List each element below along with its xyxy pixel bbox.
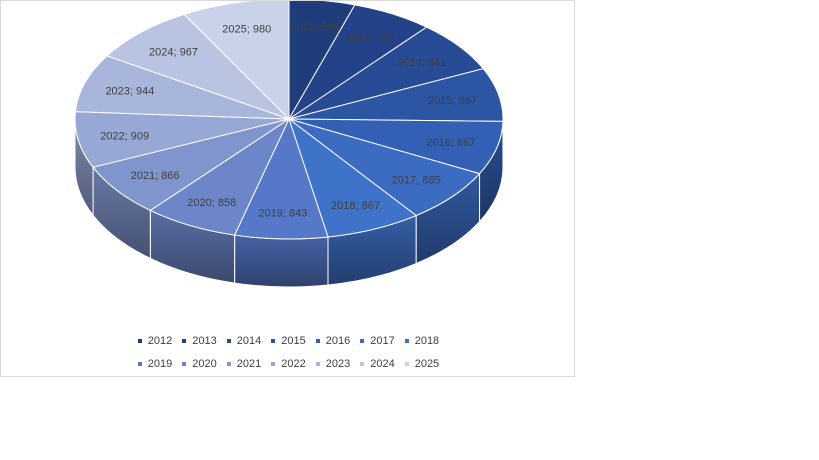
slice-labels: 2012; 599 2013; 739 2014; 841 2015; 867 2016… bbox=[100, 22, 477, 220]
pie-slice-2025[interactable] bbox=[183, 1, 290, 121]
pie-sides bbox=[74, 118, 504, 288]
legend-item-2015[interactable]: 2015 bbox=[271, 334, 306, 347]
data-label-2012: 2012; 599 bbox=[291, 22, 340, 34]
legend-swatch bbox=[404, 361, 409, 366]
legend-swatch bbox=[226, 338, 231, 343]
data-label-2014: 2014; 841 bbox=[397, 57, 446, 69]
legend-label: 2025 bbox=[414, 357, 440, 370]
legend-item-2022[interactable]: 2022 bbox=[271, 357, 306, 370]
legend-swatch bbox=[315, 338, 320, 343]
pie-slices bbox=[74, 1, 504, 240]
pie-slice-2022[interactable] bbox=[74, 111, 290, 168]
data-label-2017: 2017; 885 bbox=[392, 175, 441, 187]
legend-swatch bbox=[271, 361, 276, 366]
legend-label: 2024 bbox=[370, 357, 395, 370]
legend-swatch bbox=[137, 338, 142, 343]
data-label-2021: 2021; 866 bbox=[131, 170, 180, 182]
legend-label: 2012 bbox=[147, 334, 173, 347]
legend-label: 2018 bbox=[414, 334, 440, 347]
legend-item-2019[interactable]: 2019 bbox=[137, 357, 173, 370]
legend-label: 2019 bbox=[147, 357, 173, 370]
legend-swatch bbox=[137, 361, 142, 366]
pie-slice-2017[interactable] bbox=[288, 118, 481, 217]
legend-label: 2022 bbox=[281, 357, 306, 370]
data-label-2025: 2025; 980 bbox=[222, 23, 271, 35]
legend-item-2018[interactable]: 2018 bbox=[404, 334, 440, 347]
legend-item-2013[interactable]: 2013 bbox=[182, 334, 217, 347]
pie-side-2019 bbox=[234, 234, 329, 288]
legend-label: 2017 bbox=[370, 334, 395, 347]
data-label-2018: 2018; 867 bbox=[331, 200, 380, 212]
legend-swatch bbox=[404, 338, 409, 343]
data-label-2015: 2015; 867 bbox=[428, 95, 477, 107]
legend-row: 2019 2020 2021 2022 2023 2024 2025 bbox=[1, 352, 576, 375]
legend-label: 2013 bbox=[192, 334, 217, 347]
pie-slice-2023[interactable] bbox=[74, 55, 290, 120]
legend-label: 2021 bbox=[236, 357, 262, 370]
legend-label: 2016 bbox=[325, 334, 351, 347]
legend: 2012 2013 2014 2015 2016 2017 2018 2019 2020 2021… bbox=[1, 329, 576, 375]
legend-swatch bbox=[360, 361, 365, 366]
legend-item-2014[interactable]: 2014 bbox=[226, 334, 262, 347]
legend-label: 2023 bbox=[325, 357, 351, 370]
legend-item-2021[interactable]: 2021 bbox=[226, 357, 262, 370]
pie-slice-2024[interactable] bbox=[106, 13, 290, 120]
data-label-2013: 2013; 739 bbox=[345, 32, 394, 44]
data-label-2023: 2023; 944 bbox=[105, 86, 154, 98]
legend-swatch bbox=[226, 361, 231, 366]
data-label-2024: 2024; 967 bbox=[149, 46, 198, 58]
legend-item-2017[interactable]: 2017 bbox=[360, 334, 395, 347]
legend-swatch bbox=[315, 361, 320, 366]
legend-swatch bbox=[182, 361, 187, 366]
data-label-2022: 2022; 909 bbox=[100, 130, 149, 142]
legend-label: 2020 bbox=[192, 357, 217, 370]
legend-label: 2015 bbox=[281, 334, 306, 347]
data-label-2020: 2020; 858 bbox=[187, 197, 236, 209]
legend-item-2025[interactable]: 2025 bbox=[404, 357, 440, 370]
legend-swatch bbox=[182, 338, 187, 343]
legend-item-2023[interactable]: 2023 bbox=[315, 357, 351, 370]
data-label-2016: 2016; 867 bbox=[426, 137, 475, 149]
legend-swatch bbox=[271, 338, 276, 343]
legend-label: 2014 bbox=[236, 334, 262, 347]
legend-item-2016[interactable]: 2016 bbox=[315, 334, 351, 347]
legend-swatch bbox=[360, 338, 365, 343]
legend-item-2024[interactable]: 2024 bbox=[360, 357, 395, 370]
legend-row: 2012 2013 2014 2015 2016 2017 2018 bbox=[1, 329, 576, 352]
pie-chart: 2012; 599 2013; 739 2014; 841 2015; 867 2016… bbox=[74, 1, 504, 288]
legend-item-2020[interactable]: 2020 bbox=[182, 357, 217, 370]
chart-area: 2012; 599 2013; 739 2014; 841 2015; 867 2016… bbox=[0, 0, 575, 377]
data-label-2019: 2019; 843 bbox=[258, 208, 307, 220]
legend-item-2012[interactable]: 2012 bbox=[137, 334, 173, 347]
